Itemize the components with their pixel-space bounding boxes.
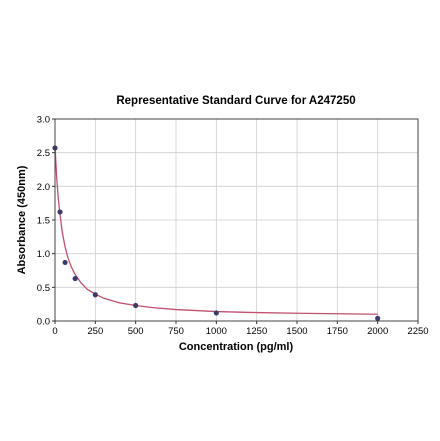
data-point — [133, 302, 139, 309]
y-tick-label: 1.0 — [37, 249, 50, 260]
x-tick-label: 2000 — [367, 326, 388, 337]
fitted-curve — [54, 145, 378, 315]
plot-frame — [54, 118, 419, 322]
grid — [54, 118, 419, 322]
y-tick-label: 0.5 — [37, 283, 50, 294]
x-tick-label: 250 — [87, 326, 103, 337]
axis-ticks: 0 250 500 750 1000 1250 1500 1750 2000 2250 0.0 0.5… — [37, 115, 429, 338]
data-point — [57, 209, 63, 215]
x-axis-label: Concentration (pg/ml) — [179, 341, 294, 353]
y-axis-label: Absorbance (450nm) — [16, 165, 28, 274]
y-tick-label: 1.5 — [37, 216, 50, 227]
x-tick-label: 0 — [52, 326, 57, 337]
x-tick-label: 1500 — [286, 326, 307, 337]
y-tick-label: 2.0 — [37, 182, 50, 193]
data-point — [72, 275, 78, 282]
y-tick-label: 3.0 — [37, 115, 50, 126]
x-tick-label: 500 — [128, 326, 144, 337]
x-tick-label: 1750 — [327, 326, 348, 337]
x-tick-label: 1000 — [206, 326, 227, 337]
data-point — [375, 315, 381, 321]
x-tick-label: 750 — [168, 326, 184, 337]
y-tick-label: 2.5 — [37, 148, 50, 159]
data-point — [92, 292, 98, 298]
x-tick-label: 2250 — [407, 326, 428, 337]
y-tick-label: 0.0 — [37, 317, 50, 328]
chart-title: Representative Standard Curve for A24725… — [116, 95, 355, 107]
data-point — [213, 310, 219, 316]
data-point — [62, 259, 68, 266]
x-tick-label: 1250 — [246, 326, 267, 337]
